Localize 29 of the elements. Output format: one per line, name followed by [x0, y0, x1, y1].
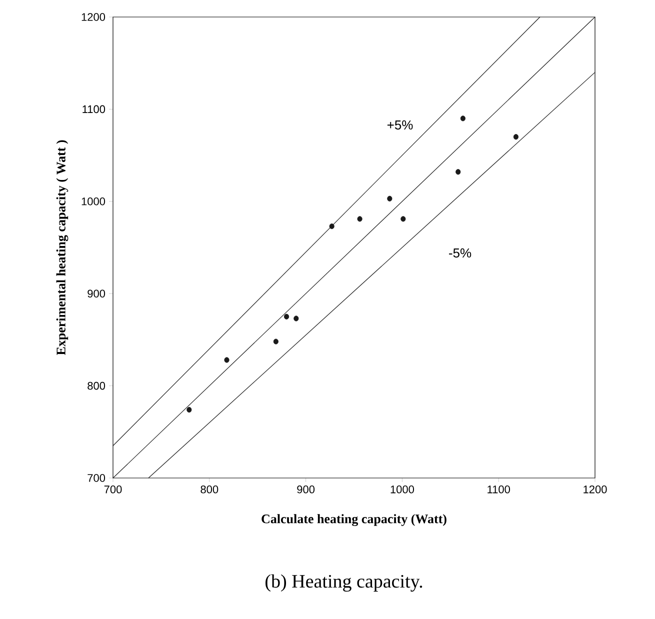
- point: [186, 406, 192, 413]
- point: [456, 169, 461, 175]
- annotation: -5%: [449, 248, 472, 258]
- point: [273, 338, 278, 344]
- y-tick-label: 800: [88, 382, 106, 390]
- point: [224, 357, 230, 363]
- point: [387, 196, 392, 202]
- point: [329, 223, 334, 230]
- x-tick-label: 1000: [390, 486, 414, 494]
- text: (b) Heating capacity.: [266, 574, 422, 592]
- point: [284, 314, 290, 320]
- point: [357, 216, 362, 222]
- x-tick-label: 1200: [584, 486, 607, 494]
- y-axis-title: Experimental heating capacity ( Watt ): [56, 140, 68, 356]
- x-tick-label: 800: [200, 486, 218, 494]
- point: [460, 116, 466, 122]
- y-tick-label: 1100: [82, 105, 106, 114]
- point: [513, 134, 518, 140]
- annotation: +5%: [387, 120, 413, 130]
- y-tick-label: 1000: [82, 198, 106, 206]
- y-tick-label: 900: [88, 290, 106, 298]
- point: [400, 216, 406, 222]
- x-tick-label: 1100: [488, 486, 510, 494]
- y-tick-label: 1200: [82, 13, 106, 21]
- point: [294, 316, 299, 322]
- x-axis-title: Calculate heating capacity (Watt): [262, 514, 446, 526]
- y-tick-label: 700: [88, 474, 106, 482]
- x-tick-label: 700: [104, 486, 122, 494]
- x-tick-label: 900: [297, 486, 315, 494]
